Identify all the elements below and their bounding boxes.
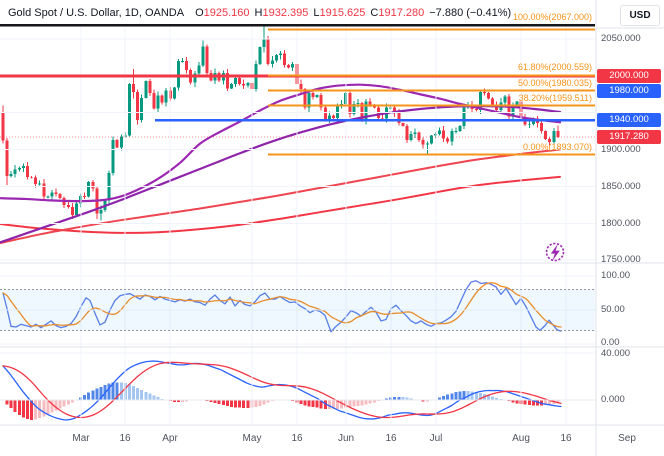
time-axis-label: 16 [291,433,303,444]
fib-level-label: 61.80%(2000.559) [517,62,592,72]
price-axis-label: 1850.000 [601,181,641,192]
change-value: −7.880 (−0.41%) [429,7,512,19]
fib-level-label: 100.00%(2067.000) [512,12,592,22]
high-label: H [254,7,263,19]
price-axis-label: 100.00 [601,270,631,281]
price-axis-label: 0.00 [601,337,620,348]
close-label: C [370,7,379,19]
time-axis-label: Sep [618,433,636,444]
time-axis-label: 16 [119,433,131,444]
time-axis-label: Aug [512,433,530,444]
lightning-icon [545,242,565,262]
high-value: 1932.395 [262,7,309,19]
price-badge: 1940.000 [597,113,661,127]
time-axis-label: 16 [560,433,572,444]
price-badge: 1917.280 [597,130,661,144]
time-axis-label: 16 [385,433,397,444]
fib-level-label: 50.00%(1980.035) [517,78,592,88]
price-axis-label: 50.00 [601,304,625,315]
price-badge: 2000.000 [597,69,661,83]
price-axis-label: 40.000 [601,348,631,359]
time-axis-label: Apr [162,433,178,444]
price-axis-label: 1800.000 [601,218,641,229]
symbol-ohlc-header: Gold Spot / U.S. Dollar, 1D, OANDA O1925.… [8,7,511,19]
time-axis-label: Mar [72,433,90,444]
price-badge: 1980.000 [597,84,661,98]
currency-usd-button[interactable]: USD [620,5,660,26]
low-label: L [313,7,320,19]
price-axis-label: 1750.000 [601,254,641,265]
open-value: 1925.160 [203,7,250,19]
time-axis-label: Jul [429,433,443,444]
price-axis-label: 1900.000 [601,144,641,155]
price-axis-label: 0.000 [601,394,625,405]
time-axis-label: Jun [337,433,355,444]
time-axis-label: May [242,433,262,444]
fib-level-label: 0.00%(1893.070) [522,142,592,152]
low-value: 1915.625 [319,7,366,19]
price-axis-label: 2050.000 [601,33,641,44]
fib-level-label: 38.20%(1959.511) [518,93,592,103]
close-value: 1917.280 [378,7,425,19]
symbol-title[interactable]: Gold Spot / U.S. Dollar, 1D, OANDA [8,7,185,19]
open-label: O [195,7,204,19]
